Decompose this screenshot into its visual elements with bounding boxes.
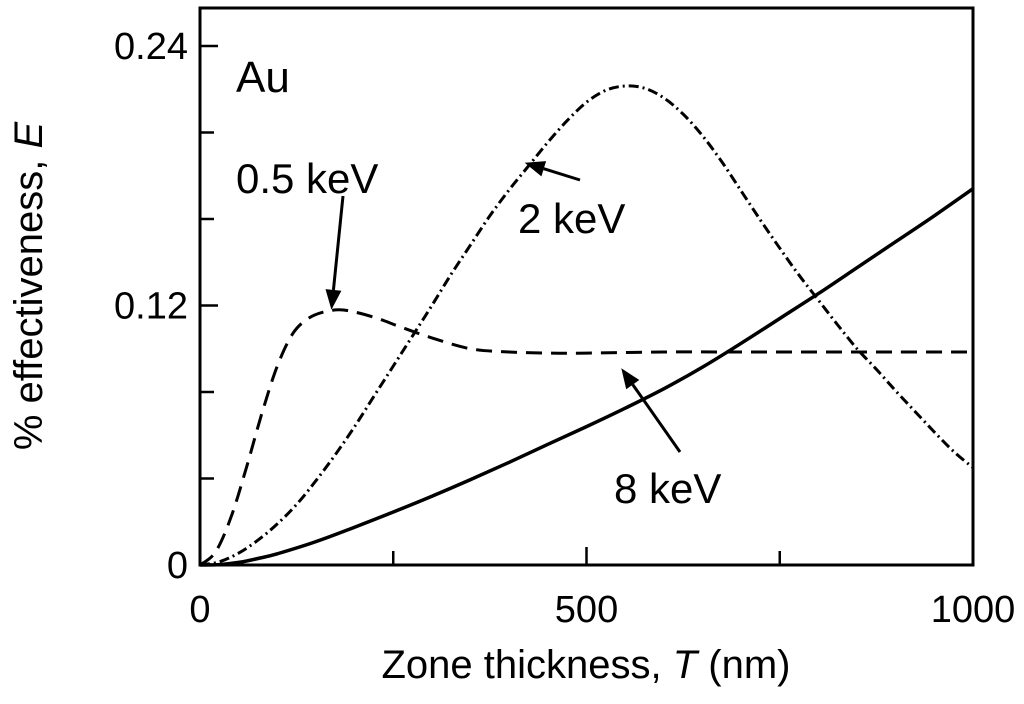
y-tick-label-1: 0.12 bbox=[114, 286, 188, 328]
annotations-layer: 0.5 keV 2 keV 8 keV bbox=[236, 155, 721, 512]
plot-area bbox=[198, 6, 975, 567]
series-label-8-kev: 8 keV bbox=[614, 465, 721, 512]
series-line-8-kev bbox=[199, 187, 975, 567]
y-tick-label-0: 0 bbox=[167, 545, 188, 587]
x-tick-label-0: 0 bbox=[189, 589, 210, 631]
x-axis-title-main: Zone thickness, bbox=[381, 643, 672, 687]
y-axis-title-main: % effectiveness, bbox=[7, 149, 51, 451]
labels-layer: 0 500 1000 0 0.12 0.24 bbox=[114, 26, 1015, 631]
x-axis-title: Zone thickness, T (nm) bbox=[381, 643, 790, 687]
y-axis-title-var: E bbox=[7, 121, 51, 149]
annotation-arrowhead-0 bbox=[325, 289, 342, 310]
annotation-arrow-0 bbox=[331, 195, 345, 291]
x-axis-title-var: T bbox=[673, 643, 700, 687]
annotation-arrowhead-2 bbox=[621, 368, 640, 390]
series-line-0-5-kev bbox=[199, 308, 973, 567]
panel-label: Au bbox=[236, 53, 290, 102]
ticks-layer bbox=[198, 44, 975, 567]
y-axis-title: % effectiveness, E bbox=[7, 121, 51, 451]
annotation-arrowhead-1 bbox=[524, 161, 547, 177]
annotation-arrow-1 bbox=[543, 167, 581, 182]
y-tick-label-2: 0.24 bbox=[114, 26, 188, 68]
series-label-2-kev: 2 keV bbox=[518, 195, 625, 242]
series-layer bbox=[199, 84, 975, 567]
series-label-0-5-kev: 0.5 keV bbox=[236, 155, 378, 202]
annotation-arrow-2 bbox=[631, 383, 682, 453]
x-tick-label-1: 500 bbox=[555, 589, 618, 631]
x-axis-title-unit: (nm) bbox=[697, 643, 790, 687]
x-tick-label-2: 1000 bbox=[931, 589, 1016, 631]
